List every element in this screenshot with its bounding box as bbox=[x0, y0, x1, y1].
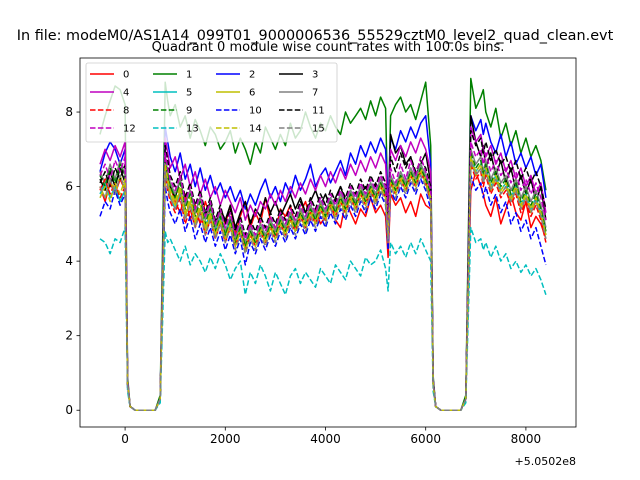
series-line-13 bbox=[99, 226, 547, 411]
legend-label-3: 3 bbox=[312, 70, 318, 81]
legend-label-14: 14 bbox=[249, 124, 262, 135]
plot-lines bbox=[99, 77, 547, 411]
legend-label-7: 7 bbox=[312, 88, 318, 99]
legend-label-12: 12 bbox=[123, 124, 136, 135]
legend-label-10: 10 bbox=[249, 106, 262, 117]
x-tick-label: 8000 bbox=[511, 432, 542, 446]
x-tick-label: 4000 bbox=[310, 432, 341, 446]
x-axis-ticks: 0 2000 4000 6000 8000 bbox=[121, 427, 541, 446]
legend-label-4: 4 bbox=[123, 88, 129, 99]
series-line-8 bbox=[99, 163, 547, 411]
series-line-4 bbox=[99, 126, 547, 411]
x-tick-label: 0 bbox=[121, 432, 129, 446]
legend-frame bbox=[85, 62, 338, 143]
legend-label-2: 2 bbox=[249, 70, 255, 81]
y-axis-ticks: 0 2 4 6 8 bbox=[65, 105, 80, 417]
series-line-7 bbox=[99, 148, 547, 411]
series-line-15 bbox=[99, 159, 547, 411]
legend-label-15: 15 bbox=[312, 124, 325, 135]
y-tick-label: 0 bbox=[65, 403, 73, 417]
legend-label-13: 13 bbox=[186, 124, 199, 135]
x-axis-offset-label: +5.0502e8 bbox=[515, 455, 576, 468]
legend-label-5: 5 bbox=[186, 88, 192, 99]
axes-frame bbox=[79, 57, 577, 428]
figure-suptitle: In file: modeM0/AS1A14_099T01_9000006536… bbox=[17, 28, 614, 44]
y-tick-label: 4 bbox=[65, 254, 73, 268]
chart-title: Quadrant 0 module wise count rates with … bbox=[152, 40, 505, 55]
series-line-11 bbox=[99, 129, 547, 411]
legend-label-11: 11 bbox=[312, 106, 325, 117]
legend-label-9: 9 bbox=[186, 106, 192, 117]
legend-label-0: 0 bbox=[123, 70, 129, 81]
legend-label-1: 1 bbox=[186, 70, 192, 81]
x-tick-label: 6000 bbox=[410, 432, 441, 446]
y-tick-label: 8 bbox=[65, 105, 73, 119]
series-line-9 bbox=[99, 152, 547, 411]
legend-label-8: 8 bbox=[123, 106, 129, 117]
series-line-14 bbox=[99, 156, 547, 411]
y-tick-label: 2 bbox=[65, 329, 73, 343]
x-tick-label: 2000 bbox=[210, 432, 241, 446]
legend-label-6: 6 bbox=[249, 88, 255, 99]
series-line-12 bbox=[99, 141, 547, 411]
y-tick-label: 6 bbox=[65, 180, 73, 194]
